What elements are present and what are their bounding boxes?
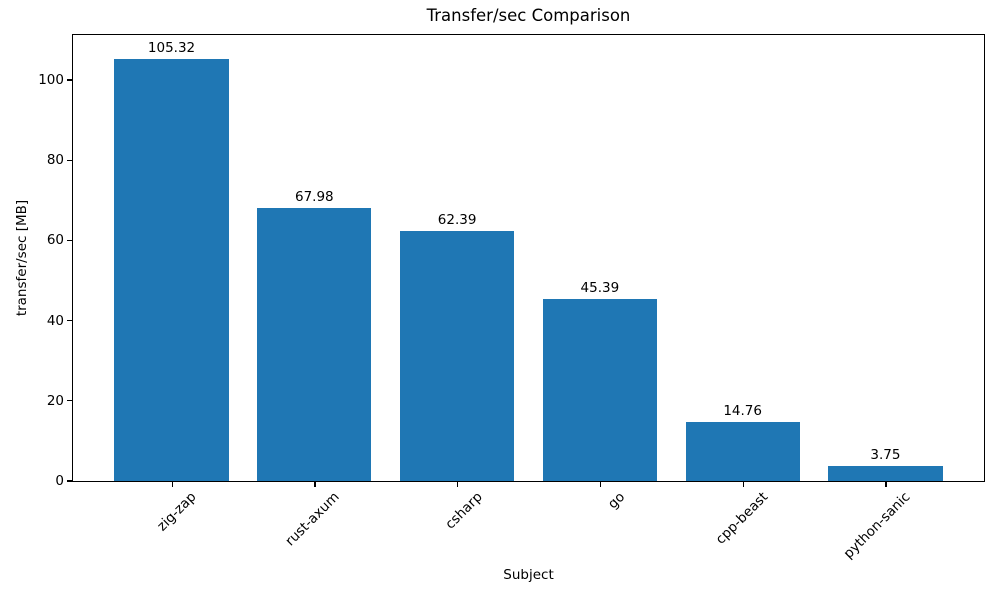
y-tick	[67, 480, 72, 482]
bar	[399, 230, 515, 481]
y-tick-label: 60	[46, 232, 64, 249]
y-tick	[67, 79, 72, 81]
bar	[542, 298, 657, 481]
x-tick-label: rust-axum	[282, 489, 343, 550]
x-tick-label: cpp-beast	[712, 489, 771, 548]
chart-title: Transfer/sec Comparison	[426, 6, 631, 25]
x-tick-label: python-sanic	[840, 489, 914, 562]
bar-value-label: 62.39	[437, 211, 477, 228]
x-tick	[599, 482, 602, 487]
y-tick-label: 20	[46, 392, 64, 409]
x-axis-title: Subject	[503, 567, 554, 583]
bar-slot: 14.76 cpp-beast	[671, 35, 814, 548]
bar-slot: 3.75 python-sanic	[814, 35, 957, 562]
x-tick-label: csharp	[441, 489, 486, 533]
y-tick-label: 80	[46, 152, 64, 169]
bar-value-label: 14.76	[723, 402, 762, 419]
bar	[828, 465, 943, 481]
y-tick-label: 100	[38, 71, 64, 88]
bar	[685, 421, 800, 481]
bar	[257, 208, 372, 481]
x-tick	[314, 482, 316, 487]
x-tick	[742, 482, 744, 487]
y-tick	[67, 239, 72, 241]
bar	[114, 58, 229, 481]
plot-area: 105.32 zig-zap 67.98 rust-axum 62.39 csharp 45…	[38, 34, 985, 562]
y-tick-label: 40	[46, 312, 64, 329]
bars-row: 105.32 zig-zap 67.98 rust-axum 62.39 csharp 45…	[73, 35, 984, 562]
y-tick	[67, 400, 72, 402]
x-tick-label: go	[604, 489, 629, 513]
bar-slot: 45.39 go	[528, 35, 671, 512]
x-tick	[171, 482, 173, 487]
x-tick	[885, 482, 887, 487]
bar-slot: 62.39 csharp	[386, 35, 529, 532]
y-tick	[67, 319, 72, 322]
bar-value-label: 67.98	[294, 189, 334, 206]
bar-slot: 67.98 rust-axum	[243, 35, 386, 549]
y-tick-label: 0	[55, 473, 64, 489]
bar-slot: 105.32 zig-zap	[100, 35, 243, 534]
bar-value-label: 45.39	[580, 279, 620, 296]
bar-value-label: 3.75	[870, 446, 901, 463]
bar-value-label: 105.32	[147, 39, 196, 56]
y-axis-title: transfer/sec [MB]	[14, 199, 30, 317]
x-tick-label: zig-zap	[154, 489, 200, 535]
x-tick	[457, 482, 459, 487]
y-tick	[67, 159, 72, 161]
